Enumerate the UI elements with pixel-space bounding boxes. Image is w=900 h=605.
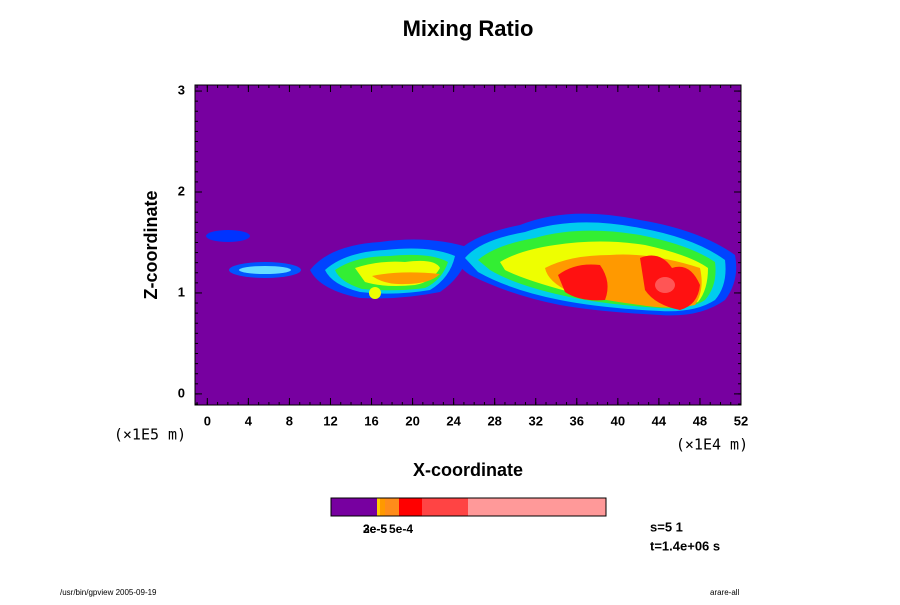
- colorbar-swatch: [377, 498, 380, 516]
- y-unit: (×1E5 m): [114, 426, 186, 444]
- colorbar-label: 3e-5: [363, 522, 387, 536]
- x-tick-label: 48: [693, 413, 707, 428]
- colorbar-swatch: [385, 498, 399, 516]
- colorbar-swatch: [331, 498, 377, 516]
- footer-left: /usr/bin/gpview 2005-09-19: [60, 588, 157, 597]
- colorbar-swatch: [468, 498, 606, 516]
- x-axis-label: X-coordinate: [413, 460, 523, 480]
- y-tick-label: 0: [178, 385, 185, 400]
- colorbar-frame: [330, 497, 607, 517]
- contour-blob: [655, 277, 675, 293]
- x-tick-label: 28: [487, 413, 501, 428]
- x-tick-label: 8: [286, 413, 293, 428]
- x-tick-label: 0: [204, 413, 211, 428]
- y-tick-label: 1: [178, 284, 185, 299]
- colorbar-swatch: [380, 498, 385, 516]
- colorbar-swatch: [422, 498, 468, 516]
- y-axis-label: Z-coordinate: [141, 190, 161, 299]
- contour-blob: [369, 287, 381, 299]
- info-text: t=1.4e+06 s: [650, 538, 720, 553]
- chart-title: Mixing Ratio: [403, 16, 534, 41]
- footer-right: arare-all: [710, 588, 740, 597]
- x-tick-label: 44: [652, 413, 667, 428]
- y-tick-label: 3: [178, 82, 185, 97]
- contour-blob: [239, 266, 291, 274]
- colorbar-swatch: [399, 498, 422, 516]
- x-tick-label: 20: [405, 413, 419, 428]
- colorbar-label: 2e-5: [363, 522, 387, 536]
- contour-blob: [372, 272, 440, 285]
- x-tick-label: 24: [446, 413, 461, 428]
- x-tick-label: 12: [323, 413, 337, 428]
- x-tick-label: 16: [364, 413, 378, 428]
- x-tick-label: 52: [734, 413, 748, 428]
- x-unit: (×1E4 m): [676, 436, 748, 454]
- info-text: s=5 1: [650, 519, 683, 534]
- contour-blob: [558, 264, 608, 301]
- contour-field: [206, 213, 737, 316]
- colorbar-label: 5e-4: [389, 522, 413, 536]
- contour-blob: [206, 230, 250, 242]
- x-tick-label: 32: [529, 413, 543, 428]
- y-tick-label: 2: [178, 183, 185, 198]
- x-tick-label: 40: [611, 413, 625, 428]
- x-tick-label: 36: [570, 413, 584, 428]
- x-tick-label: 4: [245, 413, 253, 428]
- plot-frame: [194, 84, 742, 406]
